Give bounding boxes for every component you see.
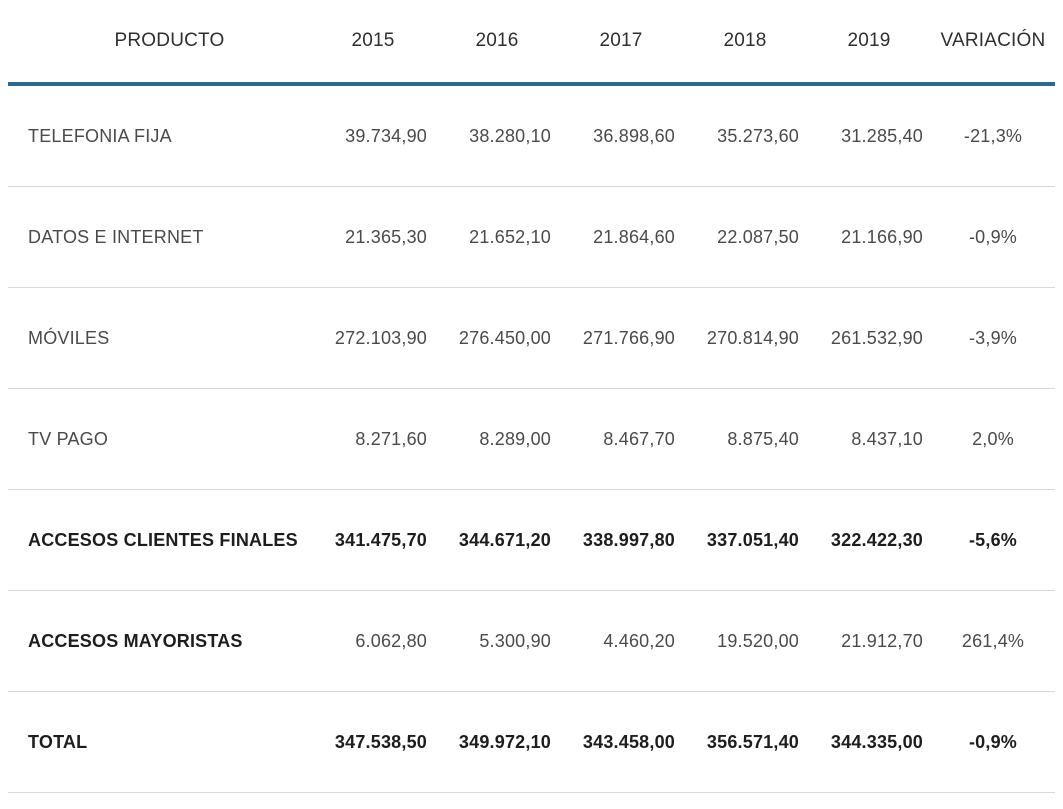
table-row: MÓVILES 272.103,90 276.450,00 271.766,90 270… [8, 287, 1055, 389]
value-cell: 338.997,80 [559, 489, 683, 591]
value-cell: 343.458,00 [559, 691, 683, 793]
value-cell: 21.365,30 [311, 186, 435, 288]
product-cell: DATOS E INTERNET [8, 186, 311, 288]
value-cell: 337.051,40 [683, 489, 807, 591]
product-cell: TOTAL [8, 691, 311, 793]
value-cell: 21.864,60 [559, 186, 683, 288]
value-cell: 8.875,40 [683, 388, 807, 490]
value-cell: 344.671,20 [435, 489, 559, 591]
table-row: TV PAGO 8.271,60 8.289,00 8.467,70 8.875,40 8… [8, 388, 1055, 490]
value-cell: 19.520,00 [683, 590, 807, 692]
variation-cell: -0,9% [931, 691, 1055, 793]
value-cell: 21.166,90 [807, 186, 931, 288]
value-cell: 31.285,40 [807, 84, 931, 187]
value-cell: 356.571,40 [683, 691, 807, 793]
product-cell: ACCESOS MAYORISTAS [8, 590, 311, 692]
column-header-2019: 2019 [807, 0, 931, 86]
header-row: PRODUCTO 2015 2016 2017 2018 2019 VARIAC… [8, 0, 1055, 86]
table-row: ACCESOS CLIENTES FINALES 341.475,70 344.67… [8, 489, 1055, 591]
product-cell: MÓVILES [8, 287, 311, 389]
value-cell: 22.087,50 [683, 186, 807, 288]
column-header-2016: 2016 [435, 0, 559, 86]
value-cell: 38.280,10 [435, 84, 559, 187]
value-cell: 8.271,60 [311, 388, 435, 490]
value-cell: 21.912,70 [807, 590, 931, 692]
table-row: ACCESOS MAYORISTAS 6.062,80 5.300,90 4.460,… [8, 590, 1055, 692]
value-cell: 35.273,60 [683, 84, 807, 187]
value-cell: 271.766,90 [559, 287, 683, 389]
product-revenue-table: PRODUCTO 2015 2016 2017 2018 2019 VARIAC… [8, 0, 1055, 793]
product-cell: ACCESOS CLIENTES FINALES [8, 489, 311, 591]
value-cell: 21.652,10 [435, 186, 559, 288]
value-cell: 344.335,00 [807, 691, 931, 793]
variation-cell: -21,3% [931, 84, 1055, 187]
value-cell: 8.467,70 [559, 388, 683, 490]
column-header-2017: 2017 [559, 0, 683, 86]
value-cell: 261.532,90 [807, 287, 931, 389]
table-body: TELEFONIA FIJA 39.734,90 38.280,10 36.898,6… [8, 84, 1055, 793]
variation-cell: -5,6% [931, 489, 1055, 591]
variation-cell: -0,9% [931, 186, 1055, 288]
variation-cell: -3,9% [931, 287, 1055, 389]
value-cell: 322.422,30 [807, 489, 931, 591]
value-cell: 8.289,00 [435, 388, 559, 490]
value-cell: 349.972,10 [435, 691, 559, 793]
table-row: TELEFONIA FIJA 39.734,90 38.280,10 36.898,6… [8, 84, 1055, 187]
value-cell: 8.437,10 [807, 388, 931, 490]
value-cell: 36.898,60 [559, 84, 683, 187]
value-cell: 276.450,00 [435, 287, 559, 389]
value-cell: 270.814,90 [683, 287, 807, 389]
variation-cell: 2,0% [931, 388, 1055, 490]
value-cell: 5.300,90 [435, 590, 559, 692]
column-header-variacion: VARIACIÓN [931, 0, 1055, 86]
table-row: TOTAL 347.538,50 349.972,10 343.458,00 356.5… [8, 691, 1055, 793]
product-cell: TELEFONIA FIJA [8, 84, 311, 187]
column-header-2015: 2015 [311, 0, 435, 86]
table-row: DATOS E INTERNET 21.365,30 21.652,10 21.864… [8, 186, 1055, 288]
value-cell: 347.538,50 [311, 691, 435, 793]
table-header: PRODUCTO 2015 2016 2017 2018 2019 VARIAC… [8, 0, 1055, 86]
value-cell: 4.460,20 [559, 590, 683, 692]
variation-cell: 261,4% [931, 590, 1055, 692]
value-cell: 6.062,80 [311, 590, 435, 692]
product-cell: TV PAGO [8, 388, 311, 490]
value-cell: 39.734,90 [311, 84, 435, 187]
column-header-producto: PRODUCTO [8, 0, 311, 86]
value-cell: 341.475,70 [311, 489, 435, 591]
value-cell: 272.103,90 [311, 287, 435, 389]
column-header-2018: 2018 [683, 0, 807, 86]
